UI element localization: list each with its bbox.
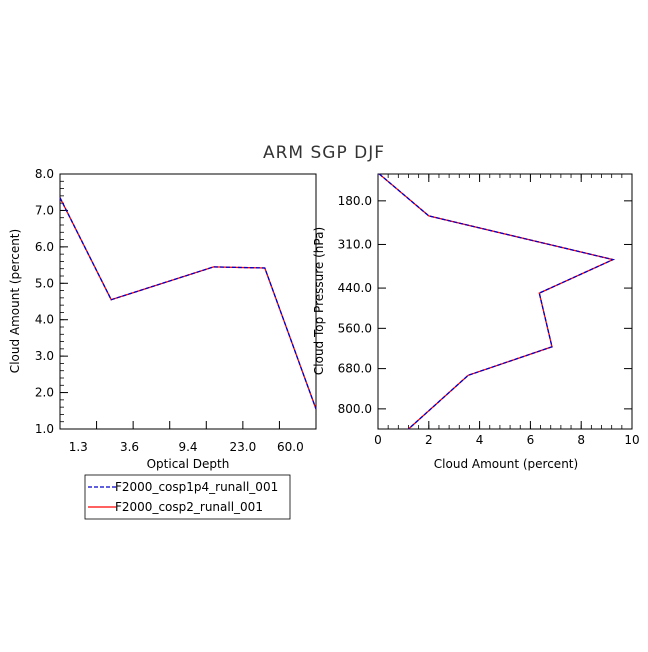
legend-entry-0: F2000_cosp1p4_runall_001	[115, 480, 278, 494]
left-y-axis-label: Cloud Amount (percent)	[8, 229, 22, 373]
left-x-tick-label: 9.4	[178, 440, 197, 454]
left-panel: 1.0 2.0 3.0 4.0 5.0 6.0 7.0 8.0 1.3 3.6 9.4 23.0 60.…	[8, 167, 317, 471]
left-y-tick-label: 2.0	[35, 386, 54, 400]
legend-box	[84, 474, 291, 520]
left-y-tick-label: 3.0	[35, 349, 54, 363]
right-y-tick-label: 560.0	[338, 321, 372, 335]
right-ticks: 0 2 4 6 8 10 180.0 310.0 440.0 560.0 680.0 800.0	[338, 174, 640, 447]
left-x-tick-label: 60.0	[277, 440, 304, 454]
left-y-tick-label: 5.0	[35, 276, 54, 290]
left-series-line	[59, 197, 317, 410]
right-series-line	[378, 173, 615, 430]
left-series	[59, 197, 317, 410]
right-x-tick-label: 8	[577, 433, 585, 447]
left-y-tick-label: 4.0	[35, 313, 54, 327]
right-y-tick-label: 680.0	[338, 362, 372, 376]
left-x-tick-label: 23.0	[229, 440, 256, 454]
left-x-axis-label: Optical Depth	[147, 457, 230, 471]
right-x-tick-label: 6	[527, 433, 535, 447]
right-y-tick-label: 310.0	[338, 237, 372, 251]
left-x-tick-label: 3.6	[120, 440, 139, 454]
legend-entry-1: F2000_cosp2_runall_001	[115, 500, 263, 514]
right-x-tick-label: 10	[624, 433, 639, 447]
left-y-tick-label: 7.0	[35, 203, 54, 217]
right-y-tick-label: 800.0	[338, 402, 372, 416]
left-y-tick-label: 1.0	[35, 422, 54, 436]
figure-title: ARM SGP DJF	[263, 143, 385, 163]
right-plot-frame	[377, 173, 633, 430]
left-y-tick-label: 6.0	[35, 240, 54, 254]
left-plot-frame	[59, 173, 317, 430]
legend: F2000_cosp1p4_runall_001 F2000_cosp2_run…	[84, 474, 291, 520]
right-y-axis-label: Cloud Top Pressure (hPa)	[312, 227, 326, 375]
right-x-tick-label: 0	[374, 433, 382, 447]
left-x-tick-label: 1.3	[69, 440, 88, 454]
right-y-tick-label: 180.0	[338, 194, 372, 208]
right-y-tick-label: 440.0	[338, 281, 372, 295]
right-series	[378, 173, 615, 430]
left-ticks: 1.0 2.0 3.0 4.0 5.0 6.0 7.0 8.0 1.3 3.6 9.4 23.0 60.…	[35, 167, 304, 454]
right-series-line	[378, 173, 615, 430]
right-x-tick-label: 2	[425, 433, 433, 447]
right-x-axis-label: Cloud Amount (percent)	[434, 457, 578, 471]
right-x-tick-label: 4	[476, 433, 484, 447]
left-y-tick-label: 8.0	[35, 167, 54, 181]
right-panel: 0 2 4 6 8 10 180.0 310.0 440.0 560.0 680.0 800.0 Cl…	[312, 173, 640, 471]
